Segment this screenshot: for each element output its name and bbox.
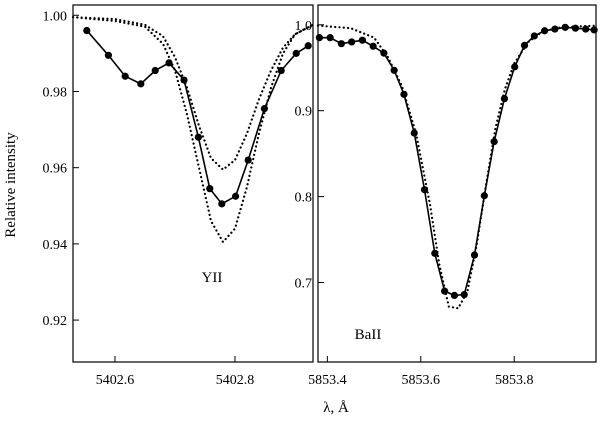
baii-observed-point [500, 95, 509, 103]
baii-panel: 0.7 0.8 0.9 1.0 5853.4 5853.6 5853.8 BaII [295, 4, 598, 388]
baii-observed-point [470, 251, 479, 259]
yii-observed-point [244, 156, 252, 164]
baii-observed-point [358, 36, 366, 44]
yii-observed-point [304, 42, 312, 50]
yii-observed-point [206, 185, 214, 193]
yii-panel: 0.92 0.94 0.96 0.98 1.00 5402.6 5402.8 YII [43, 4, 315, 388]
baii-observed-profile-line [319, 26, 595, 297]
yii-observed-point [137, 80, 145, 88]
baii-observed-point [511, 63, 519, 71]
baii-y-tick-label: 0.8 [295, 191, 313, 206]
yii-observed-point [151, 66, 159, 75]
baii-observed-point [530, 32, 538, 40]
yii-observed-point [292, 49, 300, 57]
baii-observed-point [315, 34, 324, 42]
baii-observed-point [369, 42, 377, 50]
baii-observed-point [441, 287, 449, 295]
yii-observed-point [232, 192, 240, 200]
baii-observed-point [520, 41, 529, 49]
baii-observed-point [561, 23, 569, 31]
y-axis-label: Relative intensity [3, 132, 19, 238]
baii-y-tick-label: 0.7 [295, 277, 313, 292]
yii-y-tick-label: 0.96 [43, 162, 68, 177]
baii-dotted-profile-1 [316, 24, 598, 310]
x-axis-label: λ, Å [323, 400, 349, 416]
yii-observed-point [277, 66, 285, 75]
baii-observed-point [480, 192, 488, 200]
baii-x-tick-label: 5853.4 [308, 373, 347, 388]
baii-observed-point [460, 290, 468, 299]
yii-line-annotation: YII [202, 270, 223, 286]
baii-y-tick-label: 1.0 [295, 19, 313, 34]
baii-observed-point [450, 291, 459, 300]
yii-y-tick-label: 0.92 [43, 314, 68, 329]
baii-plot-frame [317, 4, 597, 363]
baii-observed-point [582, 25, 590, 33]
yii-dotted-profile-1 [71, 16, 315, 244]
yii-y-tick-label: 0.94 [43, 238, 68, 253]
yii-observed-point [104, 51, 112, 59]
yii-x-tick-label: 5402.8 [216, 373, 255, 388]
yii-observed-point [121, 72, 129, 80]
yii-y-tick-label: 1.00 [43, 9, 68, 24]
baii-observed-point [337, 40, 345, 48]
baii-observed-point [348, 38, 356, 46]
yii-observed-point [218, 200, 226, 208]
yii-observed-profile-line [86, 30, 309, 205]
baii-x-tick-label: 5853.6 [402, 373, 441, 388]
yii-x-tick-label: 5402.6 [96, 373, 135, 388]
yii-y-tick-label: 0.98 [43, 85, 68, 100]
baii-observed-point [571, 24, 580, 32]
baii-observed-point [410, 129, 418, 137]
yii-plot-frame [72, 4, 314, 363]
yii-observed-point [83, 26, 91, 35]
baii-observed-point [326, 34, 334, 42]
yii-observed-point [194, 133, 202, 141]
baii-observed-point [590, 26, 598, 34]
baii-y-tick-label: 0.9 [295, 105, 313, 120]
baii-observed-point [380, 49, 388, 57]
baii-x-tick-label: 5853.8 [495, 373, 534, 388]
baii-line-annotation: BaII [355, 327, 382, 343]
yii-dotted-profile-2 [71, 16, 315, 172]
